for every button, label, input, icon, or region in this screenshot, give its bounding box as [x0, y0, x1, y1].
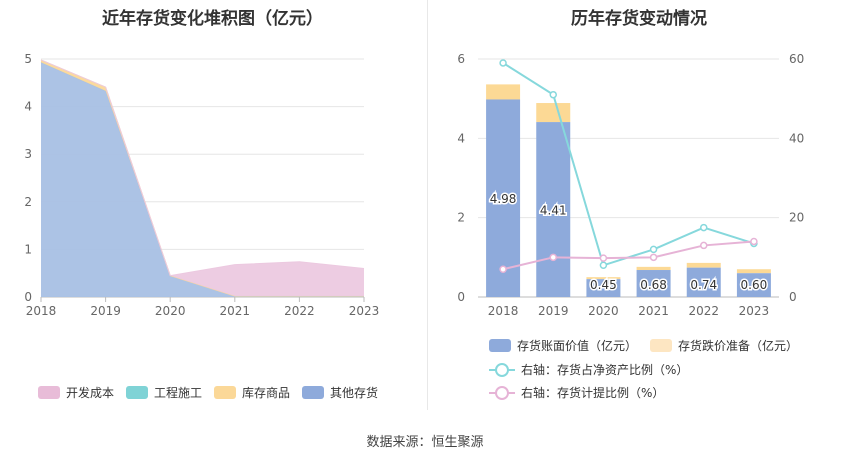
- right-chart-title: 历年存货变动情况: [571, 9, 707, 29]
- bar-data-label: 0.68: [640, 278, 667, 292]
- line-series: [502, 240, 754, 271]
- legend-label: 存货跌价准备（亿元）: [678, 339, 799, 353]
- x-tick-label: 2021: [638, 304, 669, 318]
- bar-provision: [686, 262, 721, 268]
- legend-item-kaifa[interactable]: 开发成本: [38, 384, 114, 401]
- bar-book-value: [536, 122, 571, 297]
- legend-swatch: [489, 339, 511, 352]
- y-tick-label: 1: [24, 242, 32, 256]
- bar-data-label: 4.98: [490, 192, 517, 206]
- line-point: [649, 245, 658, 254]
- legend-item-ratio[interactable]: 右轴：存货占净资产比例（%）: [489, 361, 688, 378]
- line-point: [700, 241, 708, 250]
- bar-data-label: 0.60: [741, 278, 768, 292]
- legend-line-marker: [489, 362, 515, 377]
- x-tick-label: 2019: [538, 304, 569, 318]
- x-tick-label: 2023: [349, 304, 380, 318]
- line-point: [700, 223, 708, 232]
- bar-provision: [736, 269, 771, 274]
- bar-data-label: 4.41: [540, 204, 567, 218]
- bar-book-value: [636, 270, 671, 297]
- bar-provision: [586, 277, 621, 280]
- x-tick-label: 2020: [588, 304, 619, 318]
- legend-swatch: [650, 339, 672, 352]
- line-point: [549, 90, 557, 99]
- line-point: [599, 254, 608, 262]
- y-tick-label: 2: [24, 195, 32, 209]
- area-其他存货: [41, 62, 364, 297]
- line-point: [599, 261, 608, 270]
- x-tick-label: 2021: [220, 304, 251, 318]
- legend-label: 存货账面价值（亿元）: [517, 339, 638, 353]
- y-tick-label: 6: [457, 52, 465, 66]
- bar-book-value: [586, 279, 621, 297]
- y-tick-label: 3: [24, 147, 32, 161]
- bar-provision: [636, 266, 671, 271]
- y2-tick-label: 60: [789, 52, 804, 66]
- x-tick-label: 2018: [488, 304, 519, 318]
- x-tick-label: 2020: [155, 304, 186, 318]
- legend-line-marker: [489, 385, 515, 400]
- legend-item-qita[interactable]: 其他存货: [302, 384, 378, 401]
- data-source: 数据来源：恒生聚源: [366, 435, 484, 450]
- y-tick-label: 5: [24, 52, 32, 66]
- legend-item-provision[interactable]: 存货跌价准备（亿元）: [650, 337, 798, 354]
- panel-divider: [427, 0, 428, 410]
- legend-label: 右轴：存货占净资产比例（%）: [521, 363, 689, 377]
- legend-label: 开发成本: [66, 386, 115, 400]
- legend-item-provision-ratio[interactable]: 右轴：存货计提比例（%）: [489, 384, 664, 401]
- y-tick-label: 4: [457, 131, 465, 145]
- area-edge: [40, 59, 365, 277]
- x-tick-label: 2023: [739, 304, 770, 318]
- y2-tick-label: 0: [789, 290, 797, 304]
- x-tick-label: 2022: [284, 304, 315, 318]
- y2-tick-label: 40: [789, 131, 804, 145]
- bar-provision: [536, 103, 571, 123]
- y-tick-label: 4: [24, 100, 32, 114]
- legend-swatch: [302, 386, 324, 399]
- bar-book-value: [486, 99, 521, 298]
- area-开发成本: [41, 59, 364, 297]
- x-tick-label: 2019: [90, 304, 121, 318]
- bar-provision: [486, 84, 521, 100]
- y-tick-label: 0: [24, 290, 32, 304]
- line-point: [649, 253, 658, 262]
- line-point: [549, 253, 557, 262]
- line-point: [750, 237, 758, 246]
- legend-label: 其他存货: [330, 386, 379, 400]
- legend-swatch: [214, 386, 236, 399]
- y-tick-label: 2: [457, 211, 465, 225]
- legend-swatch: [126, 386, 148, 399]
- bar-book-value: [736, 273, 771, 297]
- bar-data-label: 0.74: [690, 278, 717, 292]
- legend-item-gongcheng[interactable]: 工程施工: [126, 384, 202, 401]
- x-tick-label: 2018: [26, 304, 57, 318]
- left-stacked-area-chart: 0 1 2 3 4 5 2018 2019 2020 2021 2022 2023: [24, 52, 380, 318]
- y-tick-label: 0: [457, 290, 465, 304]
- legend-label: 右轴：存货计提比例（%）: [521, 386, 665, 400]
- legend-swatch: [38, 386, 60, 399]
- left-chart-title: 近年存货变化堆积图（亿元）: [102, 9, 323, 29]
- bar-book-value: [686, 267, 721, 297]
- legend-item-book-value[interactable]: 存货账面价值（亿元）: [489, 337, 637, 354]
- legend-item-kucun[interactable]: 库存商品: [214, 384, 290, 401]
- line-point: [499, 59, 507, 67]
- bar-data-label: 0.45: [590, 278, 617, 292]
- y2-tick-label: 20: [789, 211, 804, 225]
- x-tick-label: 2022: [688, 304, 719, 318]
- line-point: [499, 265, 507, 273]
- legend-label: 工程施工: [154, 386, 203, 400]
- legend-label: 库存商品: [242, 386, 291, 400]
